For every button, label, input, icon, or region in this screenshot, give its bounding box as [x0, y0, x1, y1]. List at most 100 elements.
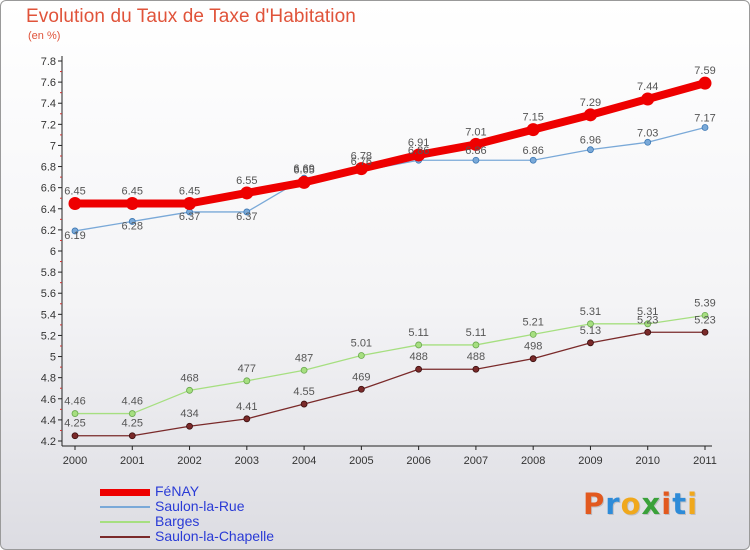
logo-letter: i — [687, 487, 699, 521]
data-point — [472, 156, 480, 164]
data-label: 5.23 — [694, 314, 715, 326]
series-line — [75, 331, 705, 437]
data-label: 6.28 — [122, 220, 143, 232]
data-point — [701, 124, 709, 131]
data-label: 4.46 — [122, 396, 143, 408]
data-point — [644, 328, 652, 336]
data-point — [583, 108, 597, 122]
data-point — [300, 400, 308, 408]
legend-swatch — [100, 488, 150, 496]
data-label: 4.25 — [64, 418, 85, 430]
data-point — [526, 123, 540, 137]
data-point — [529, 156, 537, 164]
data-point — [300, 366, 308, 374]
data-point — [243, 377, 251, 385]
data-label: 6.86 — [465, 145, 486, 157]
series-line — [75, 79, 707, 208]
data-point — [128, 218, 136, 225]
data-label: 7.29 — [580, 97, 601, 109]
series-line — [75, 314, 706, 415]
x-tick-label: 2007 — [464, 455, 488, 467]
data-point — [698, 76, 712, 90]
data-label: 6.45 — [122, 186, 143, 198]
data-point — [469, 137, 483, 151]
logo-letter: x — [641, 487, 662, 521]
data-point — [71, 410, 79, 417]
data-label: 6.65 — [293, 164, 314, 176]
x-tick-label: 2006 — [406, 455, 430, 467]
x-tick-label: 2011 — [693, 455, 717, 467]
legend-swatch — [100, 506, 150, 508]
data-label: 6.86 — [522, 145, 543, 157]
data-label: 4.55 — [293, 386, 314, 398]
data-label: 7.01 — [465, 126, 486, 138]
data-point — [587, 320, 594, 328]
data-point — [472, 365, 480, 373]
data-point — [412, 148, 426, 162]
logo-letter: i — [661, 487, 673, 521]
legend-swatch — [100, 536, 150, 538]
legend-label: FéNAY — [155, 483, 200, 499]
legend-label: Saulon-la-Rue — [155, 498, 245, 514]
data-label: 5.11 — [408, 327, 429, 339]
x-tick-label: 2010 — [635, 455, 659, 467]
y-tick-label: 7.2 — [41, 119, 56, 131]
data-label: 5.01 — [351, 338, 372, 350]
logo-letter: r — [605, 487, 621, 521]
data-label: 5.39 — [694, 297, 715, 309]
data-point — [415, 365, 423, 373]
data-label: 7.15 — [522, 112, 543, 124]
data-label: 7.17 — [694, 113, 715, 125]
data-label: 4.41 — [236, 401, 257, 413]
data-label: 4.46 — [64, 396, 85, 408]
data-label: 477 — [238, 363, 256, 375]
logo-letter: P — [583, 487, 606, 521]
y-tick-label: 5.8 — [41, 267, 56, 279]
y-tick-label: 6.4 — [41, 204, 56, 216]
data-label: 7.03 — [637, 127, 658, 139]
y-tick-label: 4.6 — [41, 394, 56, 406]
data-point — [183, 197, 197, 210]
y-tick-label: 4.2 — [41, 436, 56, 448]
series-line — [74, 126, 706, 232]
data-label: 487 — [295, 352, 313, 364]
y-tick-label: 4.4 — [41, 415, 56, 427]
y-tick-label: 6.6 — [41, 183, 56, 195]
data-label: 498 — [524, 341, 542, 353]
data-label: 488 — [409, 351, 427, 363]
data-point — [243, 415, 251, 423]
data-point — [128, 432, 136, 440]
data-point — [243, 208, 251, 216]
data-point — [415, 341, 423, 349]
y-tick-label: 5.2 — [41, 330, 56, 342]
data-label: 5.13 — [580, 325, 601, 337]
data-point — [240, 186, 254, 200]
data-label: 6.45 — [64, 186, 85, 198]
data-label: 4.25 — [122, 418, 143, 430]
data-point — [472, 341, 480, 349]
data-label: 7.44 — [637, 81, 658, 93]
y-tick-label: 6.2 — [41, 225, 56, 237]
data-point — [587, 146, 594, 154]
data-label: 6.37 — [236, 211, 257, 223]
line-chart: 4.2 4.4 4.6 4.8 5 5.2 5.4 5.6 5.8 6 6.2 6.4 6.6 6.8 7 7… — [41, 56, 717, 467]
data-label: 6.96 — [580, 135, 601, 147]
chart-subtitle: (en %) — [28, 30, 61, 42]
data-point — [701, 328, 709, 336]
x-tick-label: 2002 — [177, 455, 201, 467]
data-label: 6.19 — [64, 230, 85, 242]
data-point — [529, 355, 537, 363]
y-tick-label: 5.6 — [41, 288, 56, 300]
data-point — [641, 92, 655, 106]
data-label: 469 — [352, 371, 370, 383]
data-label: 5.31 — [637, 306, 658, 318]
data-point — [354, 162, 368, 176]
y-tick-label: 5.4 — [41, 309, 56, 321]
proxiti-logo: Proxiti — [583, 487, 698, 521]
data-label: 6.45 — [179, 186, 200, 198]
data-point — [587, 339, 594, 347]
logo-letter: t — [672, 487, 688, 521]
x-tick-label: 2004 — [292, 455, 316, 467]
data-point — [357, 352, 365, 359]
